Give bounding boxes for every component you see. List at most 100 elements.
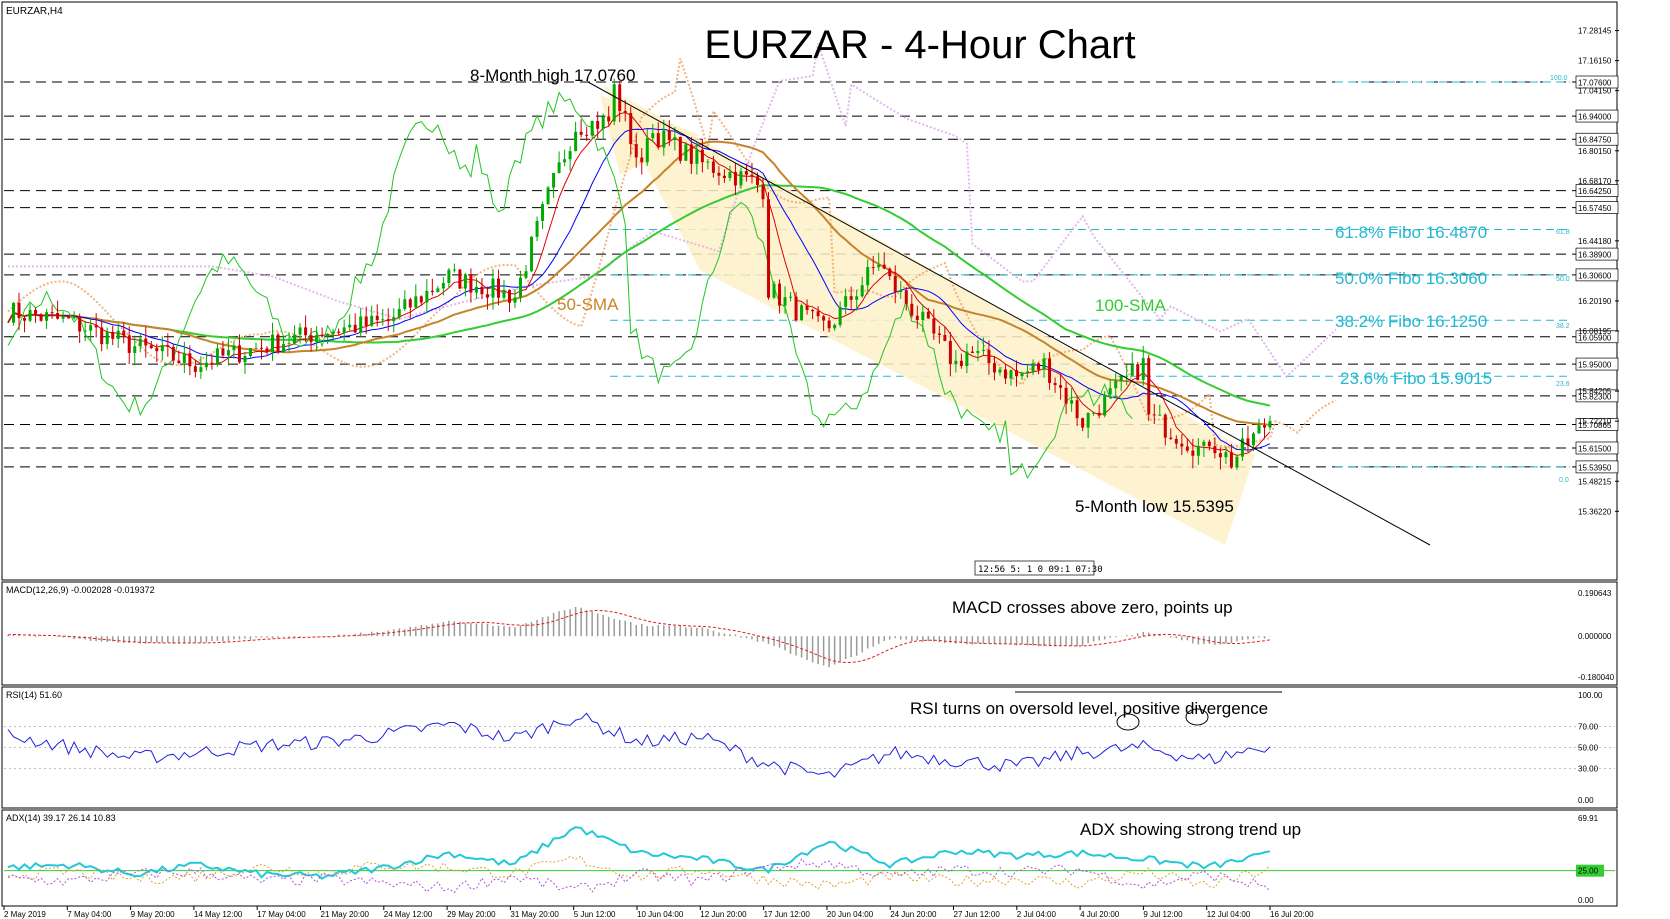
level-tag (1575, 201, 1619, 214)
candle-body (629, 112, 633, 145)
candle-body (706, 161, 710, 163)
adx-axis-label: 69.91 (1578, 814, 1599, 823)
fibo-500-label: 50.0% Fibo 16.3060 (1335, 269, 1487, 288)
time-axis-label: 20 Jun 04:00 (827, 910, 874, 919)
level-label: 17.07600 (1578, 79, 1612, 88)
candle-body (458, 269, 462, 289)
candle-body (50, 312, 54, 314)
candle-body (210, 362, 214, 365)
candle-body (452, 269, 456, 271)
candle-body (739, 171, 743, 186)
candle-body (1141, 358, 1145, 381)
candle-body (645, 138, 649, 163)
candle-body (1196, 445, 1200, 456)
candle-body (965, 351, 969, 367)
candle-body (866, 267, 870, 286)
candle-body (970, 351, 974, 354)
candle-body (348, 324, 352, 328)
descending-trendline (587, 81, 1431, 546)
macd-panel-frame (1, 581, 1618, 686)
rsi-low-circle-2 (1185, 708, 1209, 726)
rsi-axis-label: 100.00 (1578, 691, 1603, 700)
candle-body (535, 220, 539, 237)
candle-body (926, 311, 930, 319)
candle-body (1003, 369, 1007, 379)
fibo-382-label: 38.2% Fibo 16.1250 (1335, 312, 1487, 331)
candle-body (199, 367, 203, 372)
time-axis-label: 12 Jun 20:00 (700, 910, 747, 919)
candle-body (612, 84, 616, 122)
macd-axis-label: -0.180040 (1578, 673, 1615, 682)
macd-signal-line (7, 609, 1271, 664)
fibo-small-500: 50.0 (1556, 276, 1570, 283)
rsi-low-circle-1 (1116, 713, 1140, 731)
adx-panel-frame (1, 809, 1618, 907)
time-axis-label: 2 Jul 04:00 (1017, 910, 1057, 919)
candle-body (987, 349, 991, 364)
macd-header: MACD(12,26,9) -0.002028 -0.019372 (6, 585, 155, 595)
time-axis-label: 5 Jun 12:00 (574, 910, 616, 919)
price-axis-label: 17.28145 (1578, 27, 1612, 36)
candle-body (601, 116, 605, 129)
candle-body (827, 320, 831, 329)
candle-body (717, 172, 721, 176)
level-label: 16.57450 (1578, 204, 1612, 213)
time-axis-label: 24 May 12:00 (384, 910, 433, 919)
price-axis-label: 16.08195 (1578, 327, 1612, 336)
candle-body (111, 331, 115, 339)
candle-body (265, 348, 269, 353)
level-tag (1575, 268, 1619, 282)
candle-body (1009, 370, 1013, 379)
candle-body (78, 316, 82, 332)
candle-body (45, 312, 49, 321)
candle-body (596, 120, 600, 129)
candle-body (860, 285, 864, 297)
adx-series-line (7, 826, 1271, 880)
indicator-lines (7, 91, 1271, 480)
candle-body (1136, 364, 1140, 381)
candle-body (1169, 437, 1173, 439)
time-axis-label: 17 May 04:00 (257, 910, 306, 919)
candle-body (342, 327, 346, 333)
candle-body (502, 290, 506, 298)
candle-body (1020, 372, 1024, 377)
candle-body (678, 137, 682, 161)
candle-body (1092, 412, 1096, 414)
level-tag (1575, 330, 1619, 344)
level-label: 15.61500 (1578, 444, 1612, 453)
candle-body (215, 348, 219, 365)
candle-body (447, 269, 451, 283)
candle-body (232, 345, 236, 351)
rsi-header: RSI(14) 51.60 (6, 690, 62, 700)
adx-header: ADX(14) 39.17 26.14 10.83 (6, 813, 116, 823)
candle-body (221, 348, 225, 356)
chart-title: EURZAR - 4-Hour Chart (704, 23, 1135, 67)
candle-body (948, 340, 952, 364)
candle-body (171, 346, 175, 361)
rsi-annotation: RSI turns on oversold level, positive di… (910, 699, 1268, 718)
candle-body (304, 327, 308, 336)
candle-body (72, 316, 76, 319)
candle-body (381, 319, 385, 321)
candle-body (519, 277, 523, 298)
candle-body (778, 283, 782, 306)
candle-body (276, 334, 280, 353)
candle-body (822, 316, 826, 321)
candle-body (1180, 443, 1184, 447)
level-tag (1575, 389, 1619, 403)
candle-body (932, 318, 936, 334)
candle-body (651, 133, 655, 139)
candle-body (722, 175, 726, 179)
adx-annotation: ADX showing strong trend up (1080, 820, 1301, 839)
candle-body (915, 315, 919, 321)
candle-body (414, 296, 418, 308)
candle-body (403, 299, 407, 310)
rsi-axis-label: 0.00 (1578, 796, 1594, 805)
candle-body (590, 120, 594, 136)
candle-body (524, 271, 528, 278)
level-tag (1575, 132, 1619, 146)
time-axis-label: 10 Jun 04:00 (637, 910, 684, 919)
candle-body (271, 334, 275, 353)
candle-body (1240, 438, 1244, 457)
candle-body (89, 325, 93, 331)
